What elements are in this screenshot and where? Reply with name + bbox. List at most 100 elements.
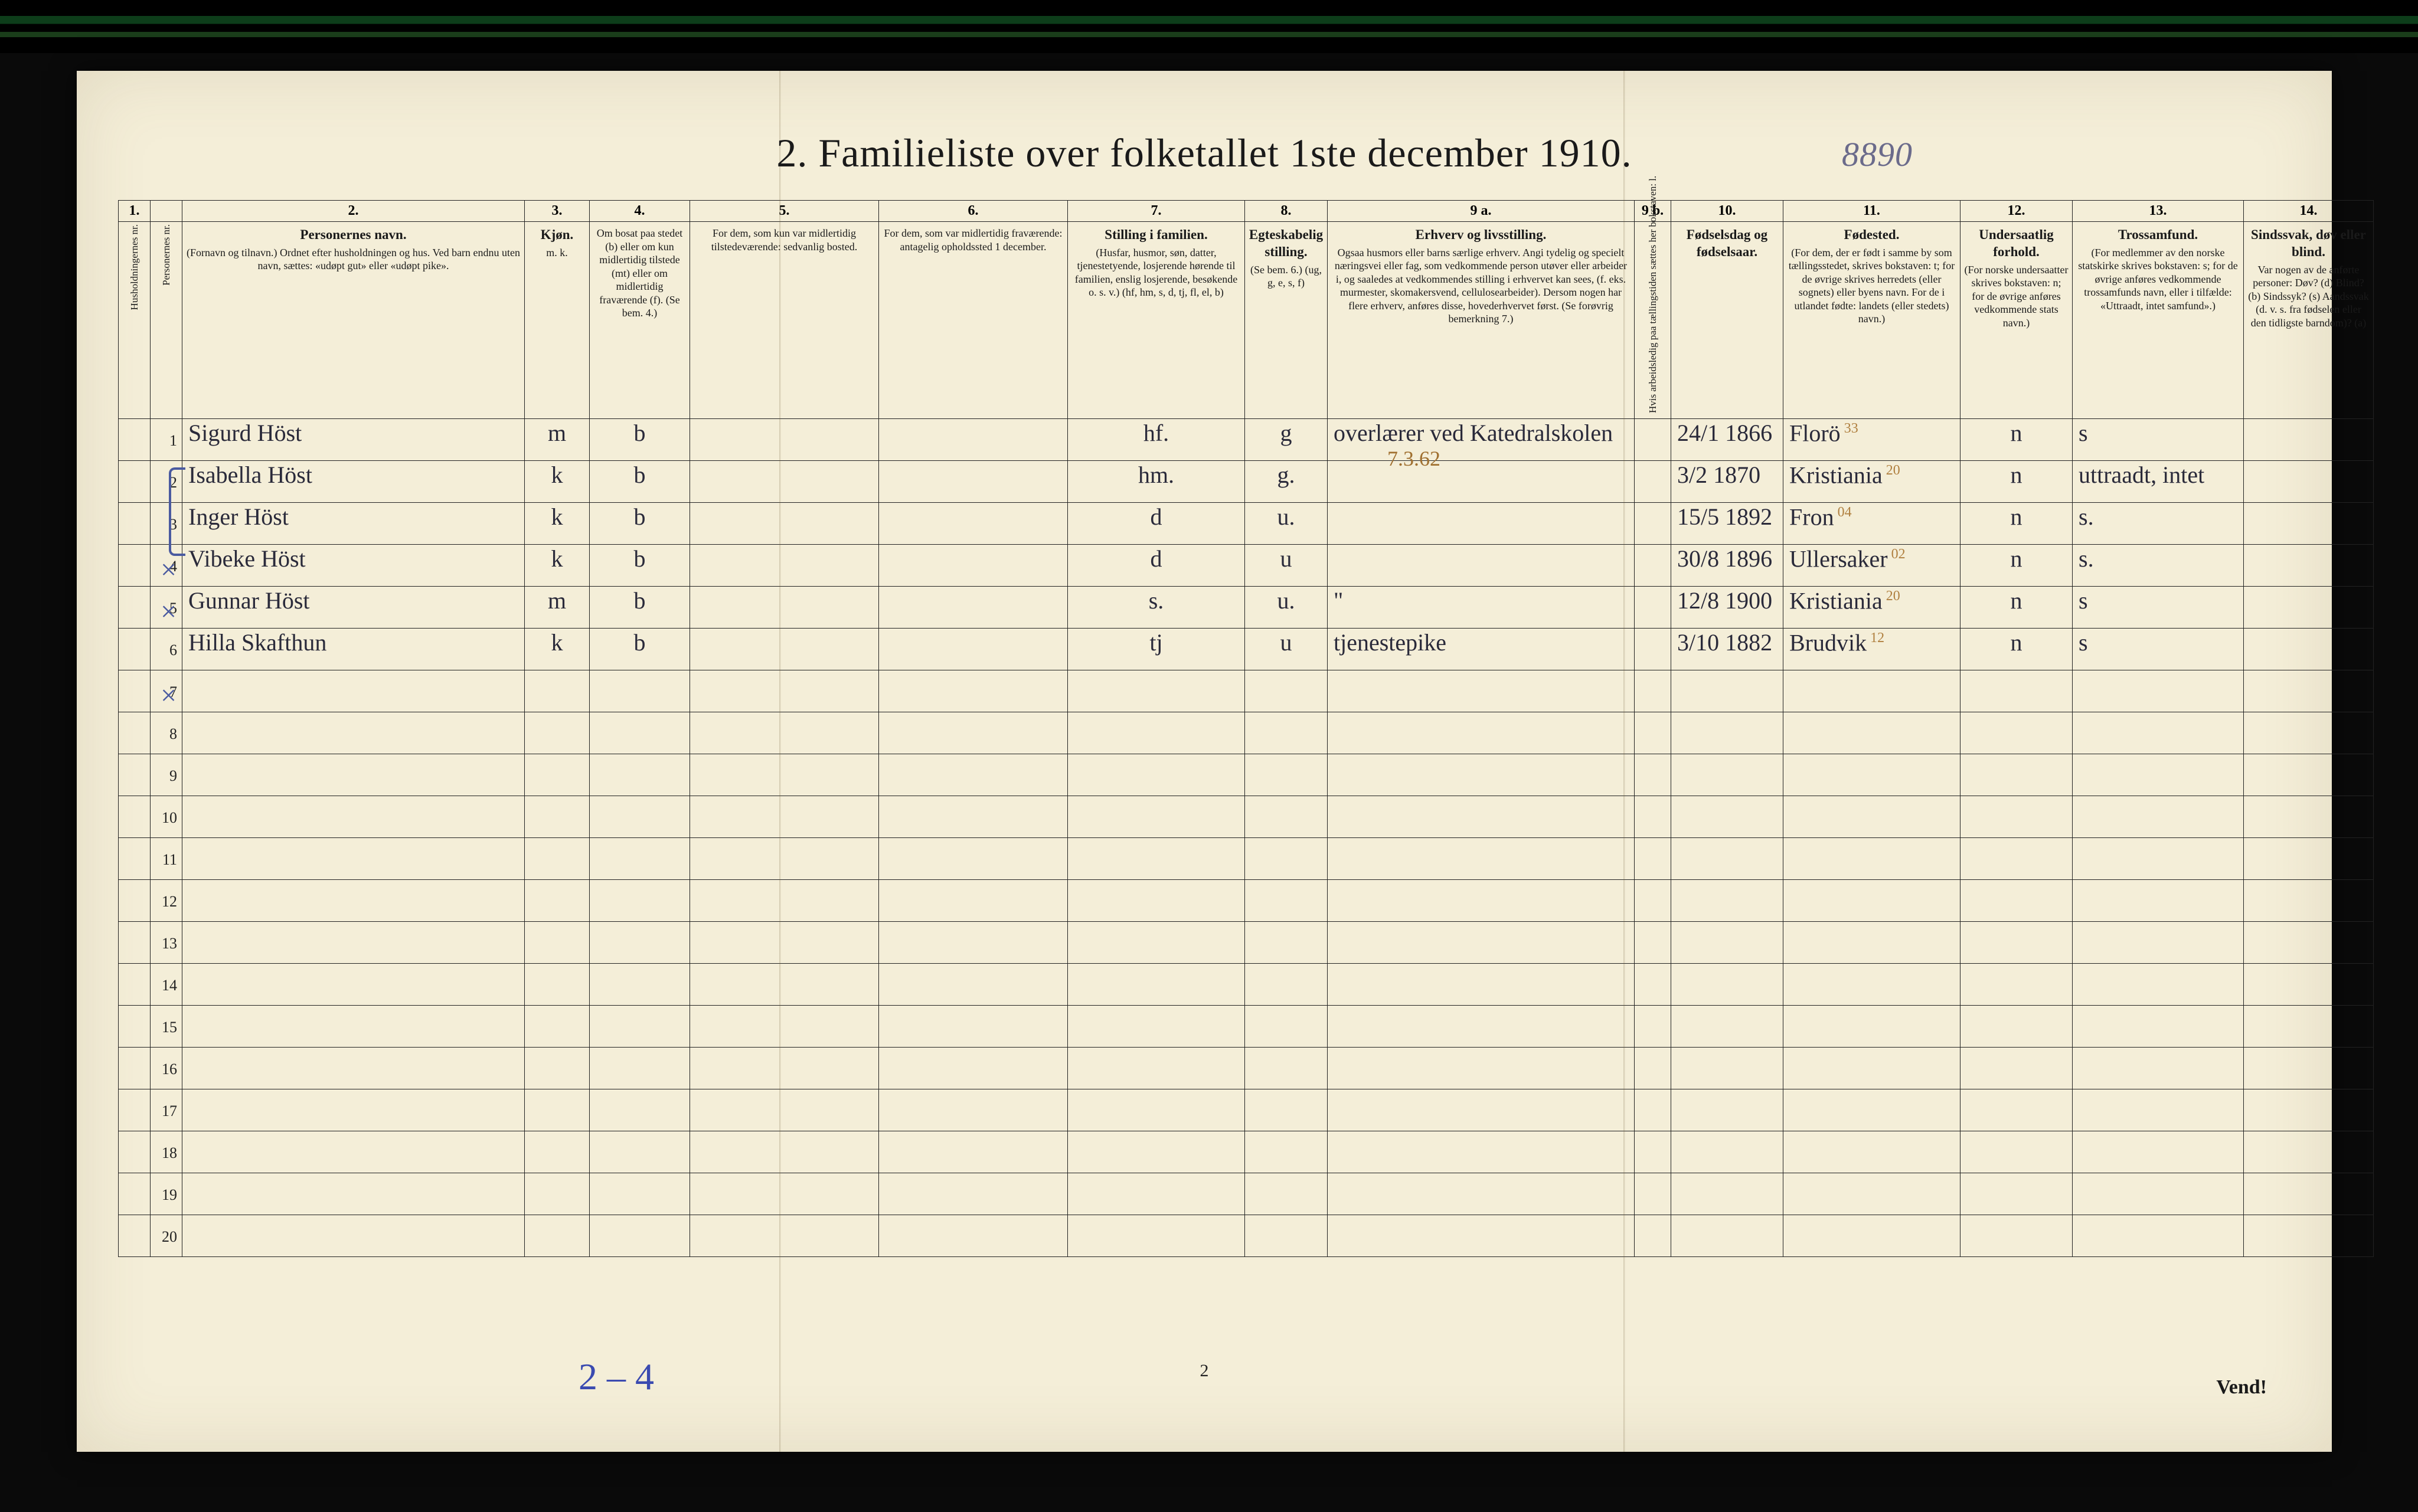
cell-family-pos: s. xyxy=(1068,587,1245,629)
margin-x-mark: × xyxy=(161,554,177,586)
cell-empty xyxy=(182,838,525,880)
cell-empty xyxy=(2073,922,2244,964)
column-number: 6. xyxy=(879,201,1068,222)
cell-empty xyxy=(182,880,525,922)
cell-empty xyxy=(590,1131,690,1173)
cell-temp-present xyxy=(690,461,879,503)
cell-temp-present xyxy=(690,419,879,461)
table-row-empty: 8 xyxy=(119,712,2374,754)
cell-empty xyxy=(879,964,1068,1006)
cell-empty xyxy=(1671,1173,1783,1215)
cell-empty xyxy=(2073,1006,2244,1048)
cell-empty xyxy=(182,1089,525,1131)
col-marital: Egteskabelig stilling. (Se bem. 6.) (ug,… xyxy=(1245,222,1328,419)
cell-empty xyxy=(1783,796,1960,838)
cell-empty xyxy=(1783,922,1960,964)
cell-family-pos: hf. xyxy=(1068,419,1245,461)
cell-empty xyxy=(1960,922,2073,964)
cell-empty xyxy=(1328,964,1635,1006)
cell-household xyxy=(119,1215,151,1257)
cell-household xyxy=(119,754,151,796)
table-header: 1.2.3.4.5.6.7.8.9 a.9 b.10.11.12.13.14. … xyxy=(119,201,2374,419)
table-row-empty: 10 xyxy=(119,796,2374,838)
cell-empty xyxy=(1671,712,1783,754)
cell-temp-absent xyxy=(879,461,1068,503)
census-table: 1.2.3.4.5.6.7.8.9 a.9 b.10.11.12.13.14. … xyxy=(118,200,2374,1257)
table-row-empty: 11 xyxy=(119,838,2374,880)
column-number: 8. xyxy=(1245,201,1328,222)
cell-empty xyxy=(2073,1173,2244,1215)
table-row: 2Isabella Höstkbhm.g.3/2 1870Kristiania2… xyxy=(119,461,2374,503)
cell-empty xyxy=(590,880,690,922)
paper-fold-left xyxy=(779,71,781,1452)
table-body: 1Sigurd Höstmbhf.goverlærer ved Katedral… xyxy=(119,419,2374,1257)
cell-empty xyxy=(1783,754,1960,796)
cell-residence: b xyxy=(590,461,690,503)
cell-empty xyxy=(590,1006,690,1048)
cell-household xyxy=(119,587,151,629)
cell-person-nr: 14 xyxy=(151,964,182,1006)
cell-empty xyxy=(182,796,525,838)
cell-empty xyxy=(879,754,1068,796)
column-number: 10. xyxy=(1671,201,1783,222)
paper-fold-right xyxy=(1623,71,1625,1452)
cell-empty xyxy=(690,1089,879,1131)
cell-empty xyxy=(1783,1006,1960,1048)
cell-household xyxy=(119,1048,151,1089)
table-row-empty: 17 xyxy=(119,1089,2374,1131)
cell-empty xyxy=(1671,1089,1783,1131)
col-temp-present: For dem, som kun var midlertidig tilsted… xyxy=(690,222,879,419)
cell-temp-absent xyxy=(879,587,1068,629)
cell-empty xyxy=(1783,964,1960,1006)
cell-empty xyxy=(1328,754,1635,796)
table-row-empty: 12 xyxy=(119,880,2374,922)
cell-empty xyxy=(1671,1131,1783,1173)
cell-empty xyxy=(1245,670,1328,712)
cell-empty xyxy=(182,922,525,964)
cell-empty xyxy=(2244,838,2374,880)
cell-household xyxy=(119,461,151,503)
cell-empty xyxy=(690,1215,879,1257)
cell-empty xyxy=(1635,796,1671,838)
col-sex: Kjøn. m. k. xyxy=(525,222,590,419)
cell-empty xyxy=(1328,670,1635,712)
cell-empty xyxy=(1960,880,2073,922)
cell-birthplace: Florö33 xyxy=(1783,419,1960,461)
cell-empty xyxy=(2244,964,2374,1006)
cell-empty xyxy=(1068,1215,1245,1257)
cell-empty xyxy=(590,754,690,796)
cell-person-nr: 1 xyxy=(151,419,182,461)
cell-empty xyxy=(2244,712,2374,754)
cell-temp-absent xyxy=(879,419,1068,461)
cell-family-pos: d xyxy=(1068,503,1245,545)
cell-empty xyxy=(1328,1173,1635,1215)
cell-empty xyxy=(1671,922,1783,964)
cell-person-nr: 20 xyxy=(151,1215,182,1257)
cell-empty xyxy=(1635,880,1671,922)
cell-empty xyxy=(1671,796,1783,838)
cell-empty xyxy=(2244,1215,2374,1257)
table-row: 3Inger Höstkbdu.15/5 1892Fron04ns. xyxy=(119,503,2374,545)
cell-empty xyxy=(525,1173,590,1215)
col-birthplace: Fødested. (For dem, der er født i samme … xyxy=(1783,222,1960,419)
cell-empty xyxy=(182,1006,525,1048)
table-row-empty: 20 xyxy=(119,1215,2374,1257)
col-disability: Sindssvak, døv eller blind. Var nogen av… xyxy=(2244,222,2374,419)
cell-empty xyxy=(1671,1006,1783,1048)
column-number: 7. xyxy=(1068,201,1245,222)
cell-empty xyxy=(690,712,879,754)
cell-nationality: n xyxy=(1960,629,2073,670)
cell-empty xyxy=(182,1173,525,1215)
cell-empty xyxy=(1328,1215,1635,1257)
cell-empty xyxy=(2073,754,2244,796)
cell-empty xyxy=(525,712,590,754)
cell-person-nr: 17 xyxy=(151,1089,182,1131)
cell-occupation xyxy=(1328,461,1635,503)
cell-household xyxy=(119,922,151,964)
cell-marital: u. xyxy=(1245,587,1328,629)
cell-birthplace: Kristiania20 xyxy=(1783,587,1960,629)
cell-birthdate: 3/2 1870 xyxy=(1671,461,1783,503)
cell-empty xyxy=(690,670,879,712)
cell-residence: b xyxy=(590,545,690,587)
column-number: 4. xyxy=(590,201,690,222)
